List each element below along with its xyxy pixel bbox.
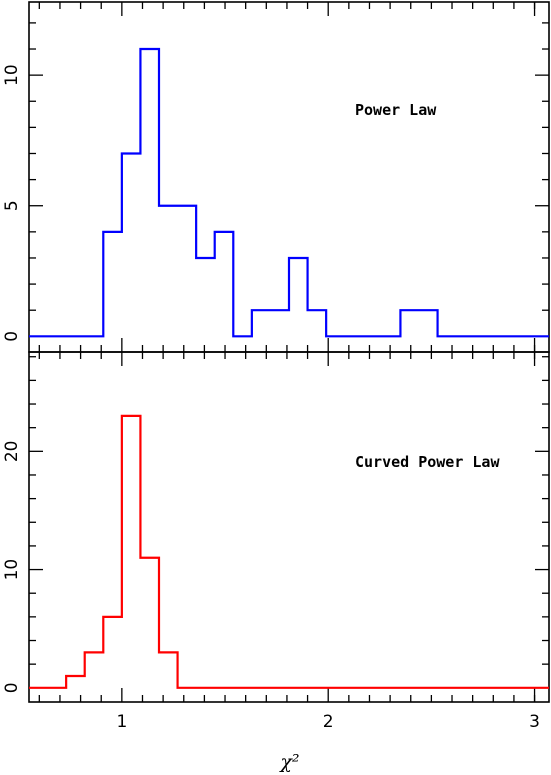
x-axis: 1 2 3 bbox=[116, 712, 540, 732]
histogram-series bbox=[29, 47, 549, 338]
y-tick-label: 0 bbox=[2, 682, 22, 693]
x-tick-label: 2 bbox=[323, 712, 334, 732]
histogram-series bbox=[29, 414, 549, 689]
series-label: Curved Power Law bbox=[355, 453, 500, 471]
x-tick-label: 1 bbox=[116, 712, 127, 732]
plot-frame bbox=[28, 351, 550, 703]
x-tick-label: 3 bbox=[529, 712, 540, 732]
y-tick-label: 5 bbox=[2, 200, 22, 211]
y-tick-label: 10 bbox=[2, 64, 22, 86]
y-tick-label: 20 bbox=[2, 441, 22, 463]
series-label: Power Law bbox=[355, 101, 437, 119]
y-tick-label: 10 bbox=[2, 559, 22, 581]
x-axis-label: χ² bbox=[278, 751, 299, 773]
y-tick-label: 0 bbox=[2, 331, 22, 342]
panel-curved-power-law: 0 10 20 Curved Power Law bbox=[2, 351, 550, 703]
panel-power-law: 0 5 10 Power Law bbox=[2, 1, 550, 353]
